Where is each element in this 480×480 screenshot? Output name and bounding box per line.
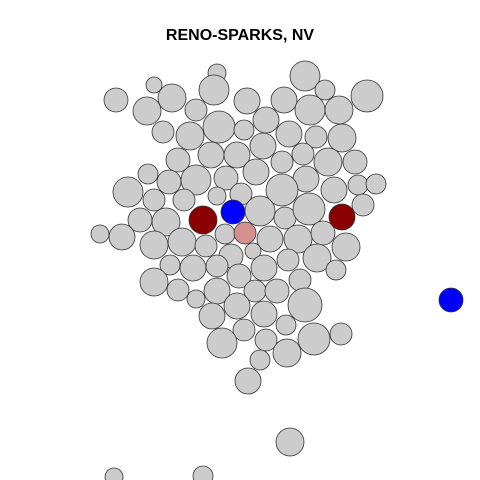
bubble-77 xyxy=(186,289,206,309)
bubble-49 xyxy=(292,192,326,226)
bubble-85 xyxy=(254,328,278,352)
bubble-5 xyxy=(198,74,230,106)
bubble-18 xyxy=(252,106,280,134)
bubble-1 xyxy=(289,60,321,92)
bubble-76 xyxy=(264,278,290,304)
bubble-86 xyxy=(206,327,238,359)
blue-bubble-98 xyxy=(438,287,464,313)
bubble-73 xyxy=(166,278,190,302)
bubble-31 xyxy=(156,169,182,195)
bubble-6 xyxy=(233,87,261,115)
bubble-53 xyxy=(139,230,169,260)
bubble-66 xyxy=(250,254,278,282)
bubble-69 xyxy=(139,267,169,297)
bubble-91 xyxy=(275,427,305,457)
bubble-71 xyxy=(288,268,312,292)
bubble-41 xyxy=(320,176,348,204)
bubble-46 xyxy=(151,207,181,237)
bubble-23 xyxy=(197,141,225,169)
bubble-32 xyxy=(180,164,212,196)
bubble-13 xyxy=(324,95,354,125)
bubble-16 xyxy=(202,110,236,144)
bubble-9 xyxy=(350,79,384,113)
bubble-36 xyxy=(112,176,144,208)
bubble-44 xyxy=(142,188,166,212)
bubble-67 xyxy=(276,248,300,272)
bubble-64 xyxy=(179,254,207,282)
bubble-51 xyxy=(90,224,110,244)
dark-red-bubble-94 xyxy=(188,205,218,235)
bubble-3 xyxy=(103,87,129,113)
bubble-8 xyxy=(314,79,336,101)
chart-title: RENO-SPARKS, NV xyxy=(165,27,315,44)
bubble-84 xyxy=(329,322,353,346)
bubble-88 xyxy=(272,338,302,368)
bubble-7 xyxy=(270,86,298,114)
bubble-62 xyxy=(244,242,262,260)
bubble-24 xyxy=(223,141,251,169)
bubble-27 xyxy=(291,142,315,166)
bubble-25 xyxy=(249,132,277,160)
bubble-2 xyxy=(145,76,163,94)
bubble-92 xyxy=(104,467,124,480)
bubble-87 xyxy=(297,322,331,356)
bubble-40 xyxy=(265,173,299,207)
light-red-bubble-97 xyxy=(233,221,257,245)
bubble-12 xyxy=(294,94,326,126)
bubble-38 xyxy=(207,186,227,206)
bubble-90 xyxy=(234,367,262,395)
bubble-89 xyxy=(249,349,271,371)
bubble-10 xyxy=(132,96,162,126)
bubble-80 xyxy=(198,302,226,330)
bubble-56 xyxy=(214,223,236,245)
bubble-15 xyxy=(175,121,205,151)
bubble-14 xyxy=(151,120,175,144)
bubble-30 xyxy=(137,163,159,185)
bubble-52 xyxy=(108,223,136,251)
bubble-26 xyxy=(270,150,294,174)
bubble-50 xyxy=(351,193,375,217)
bubble-19 xyxy=(275,120,303,148)
bubble-28 xyxy=(313,147,343,177)
blue-bubble-96 xyxy=(220,199,246,225)
bubble-82 xyxy=(275,314,297,336)
bubble-65 xyxy=(205,254,229,278)
bubble-43 xyxy=(365,173,387,195)
dark-red-bubble-95 xyxy=(328,203,356,231)
bubble-11 xyxy=(184,98,208,122)
bubble-20 xyxy=(304,125,328,149)
bubble-47 xyxy=(244,195,276,227)
bubble-17 xyxy=(233,119,255,141)
bubble-22 xyxy=(165,147,191,173)
bubble-58 xyxy=(283,224,313,254)
bubble-37 xyxy=(172,188,196,212)
bubble-55 xyxy=(194,234,218,258)
bubble-4 xyxy=(157,83,187,113)
bubble-83 xyxy=(232,318,256,342)
bubble-70 xyxy=(226,263,252,289)
bubble-33 xyxy=(213,165,239,191)
bubble-29 xyxy=(342,149,368,175)
bubble-57 xyxy=(256,225,284,253)
bubble-68 xyxy=(302,243,332,273)
bubble-42 xyxy=(347,174,369,196)
bubble-60 xyxy=(331,232,361,262)
bubble-93 xyxy=(192,465,214,480)
bubble-21 xyxy=(327,123,357,153)
bubble-34 xyxy=(242,158,270,186)
bubble-54 xyxy=(167,227,197,257)
bubble-79 xyxy=(287,287,323,323)
bubble-78 xyxy=(223,292,251,320)
bubble-72 xyxy=(325,259,347,281)
bubble-81 xyxy=(250,300,278,328)
